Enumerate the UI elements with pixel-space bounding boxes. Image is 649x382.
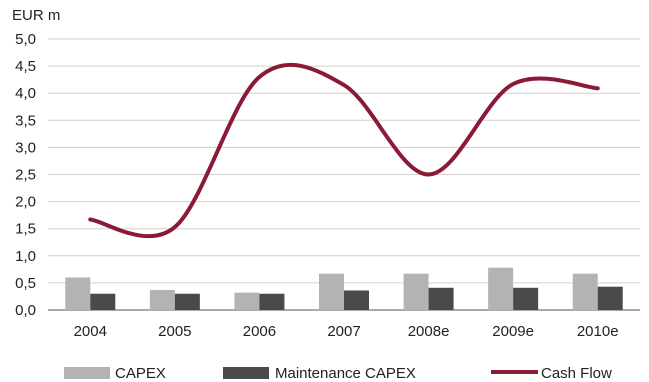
legend-label-capex: CAPEX: [115, 365, 166, 382]
x-tick-label: 2008e: [408, 323, 450, 340]
legend-swatch-capex: [64, 367, 110, 379]
capex-bar-2010e: [572, 273, 598, 310]
y-tick-label: 4,0: [15, 85, 36, 102]
capex-bar-2007: [319, 273, 344, 310]
y-tick-label: 3,0: [15, 139, 36, 156]
maintenance-capex-bar-2009e: [513, 287, 539, 310]
y-tick-label: 2,0: [15, 194, 36, 211]
legend-label-cash-flow: Cash Flow: [541, 365, 612, 382]
x-tick-label: 2010e: [577, 323, 619, 340]
x-tick-label: 2005: [158, 323, 191, 340]
y-tick-label: 4,5: [15, 58, 36, 75]
x-axis-ticks: 2004 2005 2006 2007 2008e 2009e 2010e: [74, 323, 619, 340]
capex-bar-2009e: [488, 267, 514, 310]
x-tick-label: 2007: [327, 323, 360, 340]
capex-bar-2006: [234, 292, 260, 310]
legend-swatch-maintenance-capex: [223, 367, 269, 379]
x-tick-label: 2004: [74, 323, 107, 340]
y-tick-label: 1,0: [15, 248, 36, 265]
bars: [65, 267, 623, 310]
y-axis-unit-label: EUR m: [12, 7, 60, 24]
y-tick-label: 2,5: [15, 167, 36, 184]
cash-flow-line-path: [88, 62, 600, 239]
legend-label-maintenance-capex: Maintenance CAPEX: [275, 365, 416, 382]
y-tick-label: 3,5: [15, 112, 36, 129]
capex-bar-2008e: [403, 273, 429, 310]
maintenance-capex-bar-2010e: [597, 286, 623, 310]
y-tick-label: 5,0: [15, 31, 36, 48]
maintenance-capex-bar-2004: [90, 293, 116, 310]
x-tick-label: 2009e: [492, 323, 534, 340]
y-tick-label: 1,5: [15, 221, 36, 238]
y-tick-label: 0,0: [15, 302, 36, 319]
maintenance-capex-bar-2007: [344, 290, 369, 310]
maintenance-capex-bar-2005: [174, 293, 200, 310]
y-axis-ticks: 0,0 0,5 1,0 1,5 2,0 2,5 3,0 3,5 4,0 4,5 5,0: [15, 31, 36, 319]
maintenance-capex-bar-2008e: [428, 287, 454, 310]
capex-bar-2004: [65, 277, 91, 310]
gridlines: [48, 38, 640, 311]
legend: CAPEX Maintenance CAPEX Cash Flow: [64, 365, 612, 382]
x-tick-label: 2006: [243, 323, 276, 340]
cash-flow-line: [88, 62, 600, 239]
capex-bar-2005: [149, 289, 175, 310]
y-tick-label: 0,5: [15, 275, 36, 292]
maintenance-capex-bar-2006: [259, 293, 285, 310]
